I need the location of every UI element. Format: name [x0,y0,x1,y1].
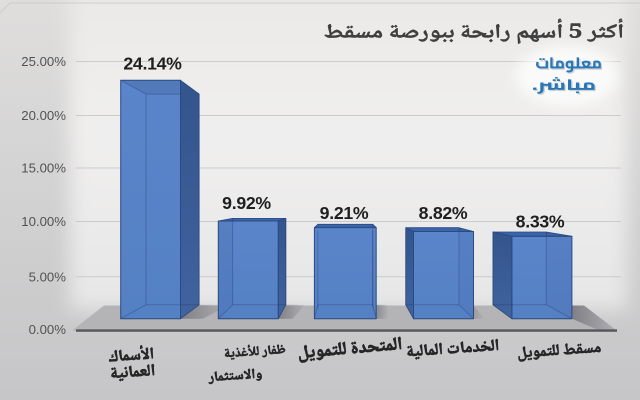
svg-text:10.00%: 10.00% [21,214,66,229]
svg-text:8.82%: 8.82% [419,203,468,223]
svg-text:9.21%: 9.21% [320,203,369,223]
svg-text:20.00%: 20.00% [21,108,66,123]
svg-text:9.92%: 9.92% [222,193,271,213]
svg-text:8.33%: 8.33% [516,212,565,232]
svg-text:15.00%: 15.00% [21,161,66,176]
svg-text:24.14%: 24.14% [123,54,182,74]
svg-text:0.00%: 0.00% [29,322,67,337]
svg-text:25.00%: 25.00% [21,54,66,69]
svg-text:5.00%: 5.00% [29,269,67,284]
